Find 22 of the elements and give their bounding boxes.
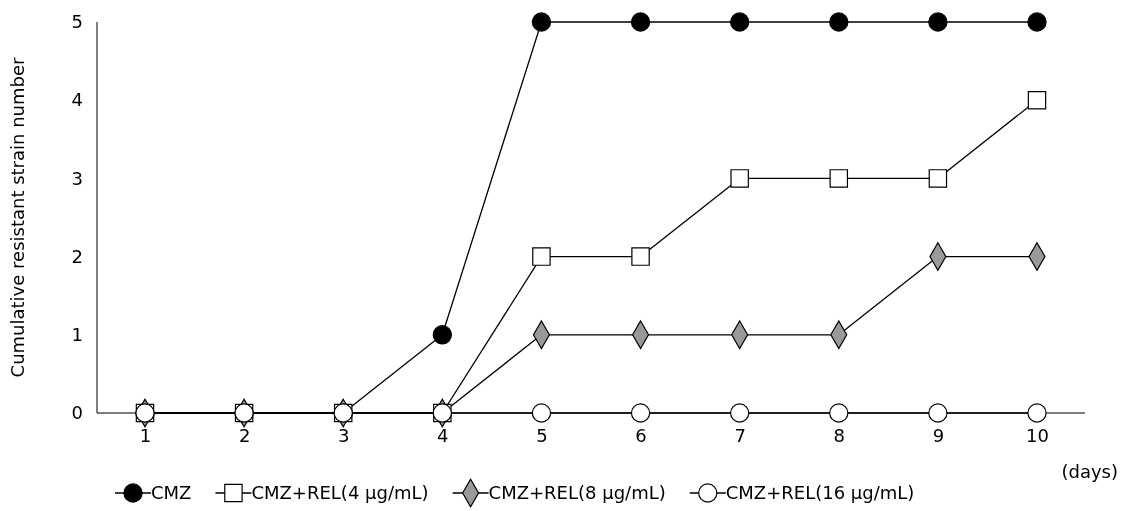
y-axis-title: Cumulative resistant strain number [7, 57, 28, 378]
x-tick-label: 4 [437, 424, 449, 446]
y-tick-label: 2 [71, 245, 83, 267]
legend-label: CMZ+REL(16 μg/mL) [725, 482, 915, 503]
x-tick-label: 7 [734, 424, 746, 446]
x-tick-label: 1 [139, 424, 152, 446]
legend-label: CMZ+REL(4 μg/mL) [251, 482, 429, 503]
y-tick-label: 1 [71, 324, 83, 346]
x-tick-label: 6 [635, 424, 647, 446]
x-axis-title: (days) [1061, 461, 1118, 482]
x-tick-label: 9 [932, 424, 945, 446]
x-tick-label: 3 [338, 424, 350, 446]
y-tick-label: 0 [71, 402, 83, 424]
x-tick-label: 8 [833, 424, 845, 446]
legend-label: CMZ+REL(8 μg/mL) [488, 482, 666, 503]
x-tick-label: 2 [238, 424, 251, 446]
x-tick-label: 10 [1026, 424, 1049, 446]
y-tick-label: 3 [71, 167, 83, 189]
y-tick-label: 4 [71, 89, 83, 111]
y-tick-label: 5 [71, 11, 83, 33]
legend-label: CMZ [151, 482, 192, 503]
x-tick-label: 5 [536, 424, 548, 446]
